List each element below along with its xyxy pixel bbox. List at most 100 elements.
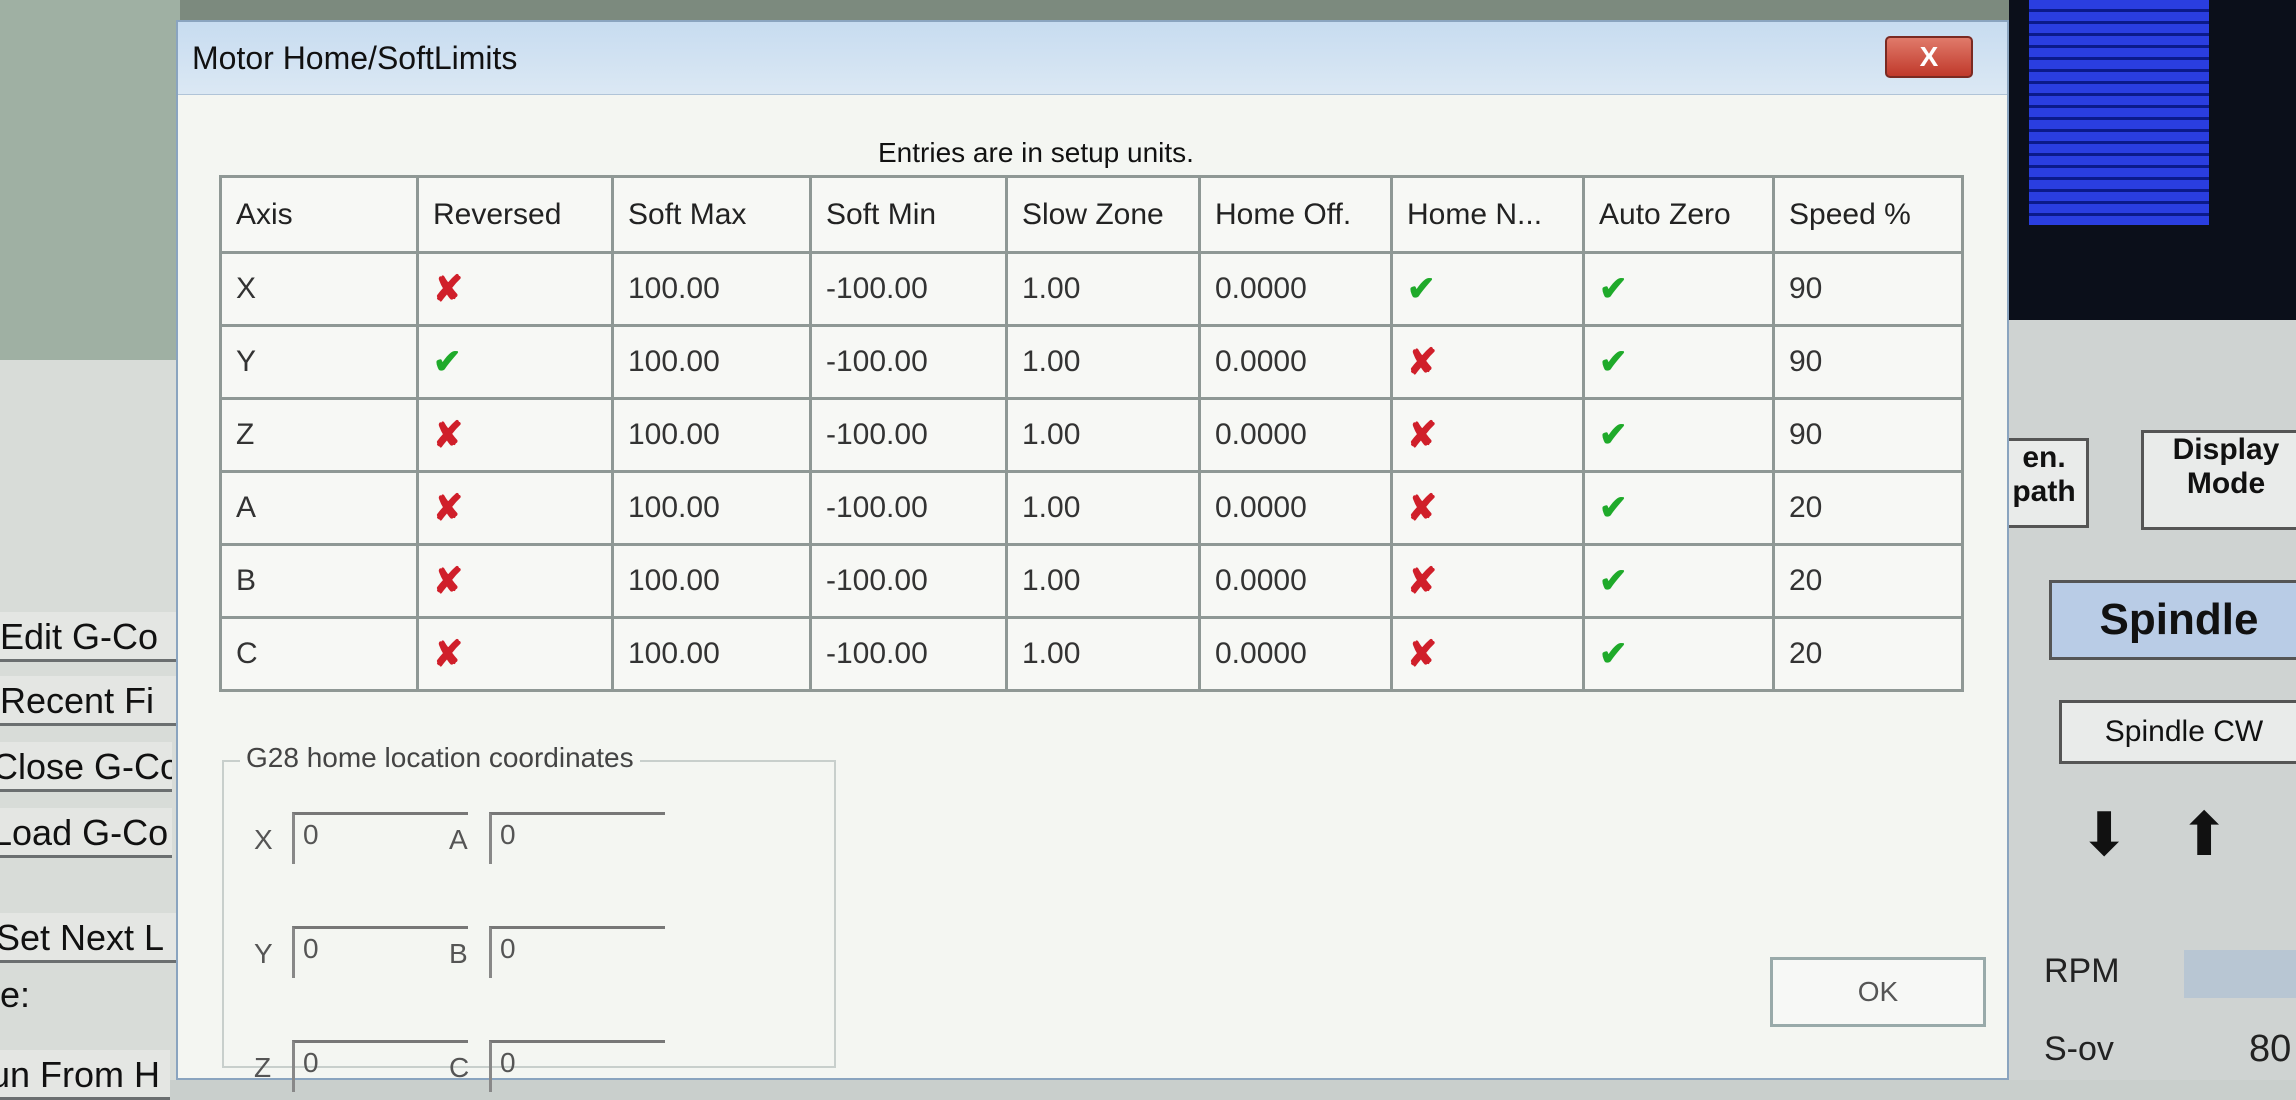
speed-cell[interactable]: 90 [1772, 397, 1964, 473]
reversed-cell[interactable]: ✘ [416, 616, 614, 692]
red-x-icon: ✘ [433, 414, 464, 455]
soft-min-cell[interactable]: -100.00 [809, 616, 1008, 692]
home-off-cell[interactable]: 0.0000 [1198, 397, 1393, 473]
soft-max-cell[interactable]: 100.00 [611, 324, 812, 400]
display-mode-button[interactable]: Display Mode [2141, 430, 2296, 530]
axis-cell: Y [219, 324, 419, 400]
axis-table: Axis Reversed Soft Max Soft Min Slow Zone Hom… [219, 175, 1964, 692]
set-next-line-button[interactable]: Set Next L [0, 913, 176, 963]
home-neg-cell[interactable]: ✘ [1390, 470, 1585, 546]
home-neg-cell[interactable]: ✘ [1390, 543, 1585, 619]
home-neg-cell[interactable]: ✔ [1390, 251, 1585, 327]
line-field-label: e: [0, 974, 31, 1015]
axis-cell: C [219, 616, 419, 692]
table-row: C ✘ 100.00 -100.00 1.00 0.0000 ✘ ✔ 20 [219, 616, 1964, 692]
red-x-icon: ✘ [1407, 341, 1438, 382]
close-button[interactable]: X [1885, 36, 1973, 78]
soft-min-cell[interactable]: -100.00 [809, 470, 1008, 546]
speed-cell[interactable]: 20 [1772, 543, 1964, 619]
soft-min-cell[interactable]: -100.00 [809, 543, 1008, 619]
table-header: Axis Reversed Soft Max Soft Min Slow Zone Hom… [219, 175, 1964, 254]
reversed-cell[interactable]: ✘ [416, 543, 614, 619]
soft-max-cell[interactable]: 100.00 [611, 616, 812, 692]
speed-cell[interactable]: 90 [1772, 324, 1964, 400]
home-neg-cell[interactable]: ✘ [1390, 324, 1585, 400]
g28-x-label: X [254, 824, 273, 855]
home-off-cell[interactable]: 0.0000 [1198, 324, 1393, 400]
ok-button[interactable]: OK [1770, 957, 1986, 1027]
run-from-here-button[interactable]: un From H [0, 1050, 170, 1100]
green-check-icon: ✔ [433, 343, 462, 381]
edit-gcode-button[interactable]: Edit G-Co [0, 612, 180, 662]
soft-min-cell[interactable]: -100.00 [809, 324, 1008, 400]
spindle-label: Spindle [2049, 580, 2296, 660]
g28-z-label: Z [254, 1052, 272, 1083]
column-header: Slow Zone [1005, 175, 1201, 254]
close-gcode-button[interactable]: Close G-Co [0, 742, 172, 792]
spindle-up-icon[interactable]: ⬆ [2179, 801, 2230, 868]
home-off-cell[interactable]: 0.0000 [1198, 470, 1393, 546]
red-x-icon: ✘ [433, 633, 464, 674]
green-check-icon: ✔ [1599, 270, 1628, 308]
table-row: Y ✔ 100.00 -100.00 1.00 0.0000 ✘ ✔ 90 [219, 324, 1964, 400]
g28-c-input[interactable]: 0 [489, 1040, 665, 1092]
recent-file-button[interactable]: Recent Fi [0, 676, 180, 726]
soft-max-cell[interactable]: 100.00 [611, 543, 812, 619]
column-header: Reversed [416, 175, 614, 254]
slow-zone-cell[interactable]: 1.00 [1005, 397, 1201, 473]
reversed-cell[interactable]: ✘ [416, 397, 614, 473]
g28-y-input[interactable]: 0 [292, 926, 468, 978]
load-gcode-button[interactable]: Load G-Co [0, 808, 172, 858]
reversed-cell[interactable]: ✘ [416, 470, 614, 546]
auto-zero-cell[interactable]: ✔ [1582, 324, 1775, 400]
red-x-icon: ✘ [1407, 487, 1438, 528]
home-off-cell[interactable]: 0.0000 [1198, 543, 1393, 619]
auto-zero-cell[interactable]: ✔ [1582, 543, 1775, 619]
column-header: Auto Zero [1582, 175, 1775, 254]
slow-zone-cell[interactable]: 1.00 [1005, 543, 1201, 619]
g28-a-input[interactable]: 0 [489, 812, 665, 864]
table-row: B ✘ 100.00 -100.00 1.00 0.0000 ✘ ✔ 20 [219, 543, 1964, 619]
home-off-cell[interactable]: 0.0000 [1198, 616, 1393, 692]
g28-z-input[interactable]: 0 [292, 1040, 468, 1092]
g28-a-label: A [449, 824, 468, 855]
column-header: Axis [219, 175, 419, 254]
home-neg-cell[interactable]: ✘ [1390, 616, 1585, 692]
spindle-down-icon[interactable]: ⬇ [2079, 801, 2130, 868]
title-bar[interactable]: Motor Home/SoftLimits X [178, 22, 2007, 95]
slow-zone-cell[interactable]: 1.00 [1005, 324, 1201, 400]
green-check-icon: ✔ [1599, 635, 1628, 673]
soft-max-cell[interactable]: 100.00 [611, 470, 812, 546]
green-check-icon: ✔ [1599, 489, 1628, 527]
auto-zero-cell[interactable]: ✔ [1582, 251, 1775, 327]
home-off-cell[interactable]: 0.0000 [1198, 251, 1393, 327]
g28-x-input[interactable]: 0 [292, 812, 468, 864]
soft-min-cell[interactable]: -100.00 [809, 397, 1008, 473]
units-note: Entries are in setup units. [878, 137, 1194, 168]
speed-cell[interactable]: 20 [1772, 616, 1964, 692]
slow-zone-cell[interactable]: 1.00 [1005, 251, 1201, 327]
green-check-icon: ✔ [1599, 416, 1628, 454]
auto-zero-cell[interactable]: ✔ [1582, 397, 1775, 473]
soft-max-cell[interactable]: 100.00 [611, 397, 812, 473]
soft-max-cell[interactable]: 100.00 [611, 251, 812, 327]
auto-zero-cell[interactable]: ✔ [1582, 470, 1775, 546]
speed-cell[interactable]: 20 [1772, 470, 1964, 546]
red-x-icon: ✘ [433, 560, 464, 601]
green-check-icon: ✔ [1407, 270, 1436, 308]
column-header: Home Off. [1198, 175, 1393, 254]
regen-toolpath-button[interactable]: en. path [1999, 438, 2089, 528]
g28-b-input[interactable]: 0 [489, 926, 665, 978]
spindle-cw-button[interactable]: Spindle CW [2059, 700, 2296, 764]
column-header: Speed % [1772, 175, 1964, 254]
home-neg-cell[interactable]: ✘ [1390, 397, 1585, 473]
auto-zero-cell[interactable]: ✔ [1582, 616, 1775, 692]
slow-zone-cell[interactable]: 1.00 [1005, 470, 1201, 546]
slow-zone-cell[interactable]: 1.00 [1005, 616, 1201, 692]
speed-cell[interactable]: 90 [1772, 251, 1964, 327]
soft-min-cell[interactable]: -100.00 [809, 251, 1008, 327]
g28-y-label: Y [254, 938, 273, 969]
reversed-cell[interactable]: ✘ [416, 251, 614, 327]
reversed-cell[interactable]: ✔ [416, 324, 614, 400]
red-x-icon: ✘ [1407, 560, 1438, 601]
